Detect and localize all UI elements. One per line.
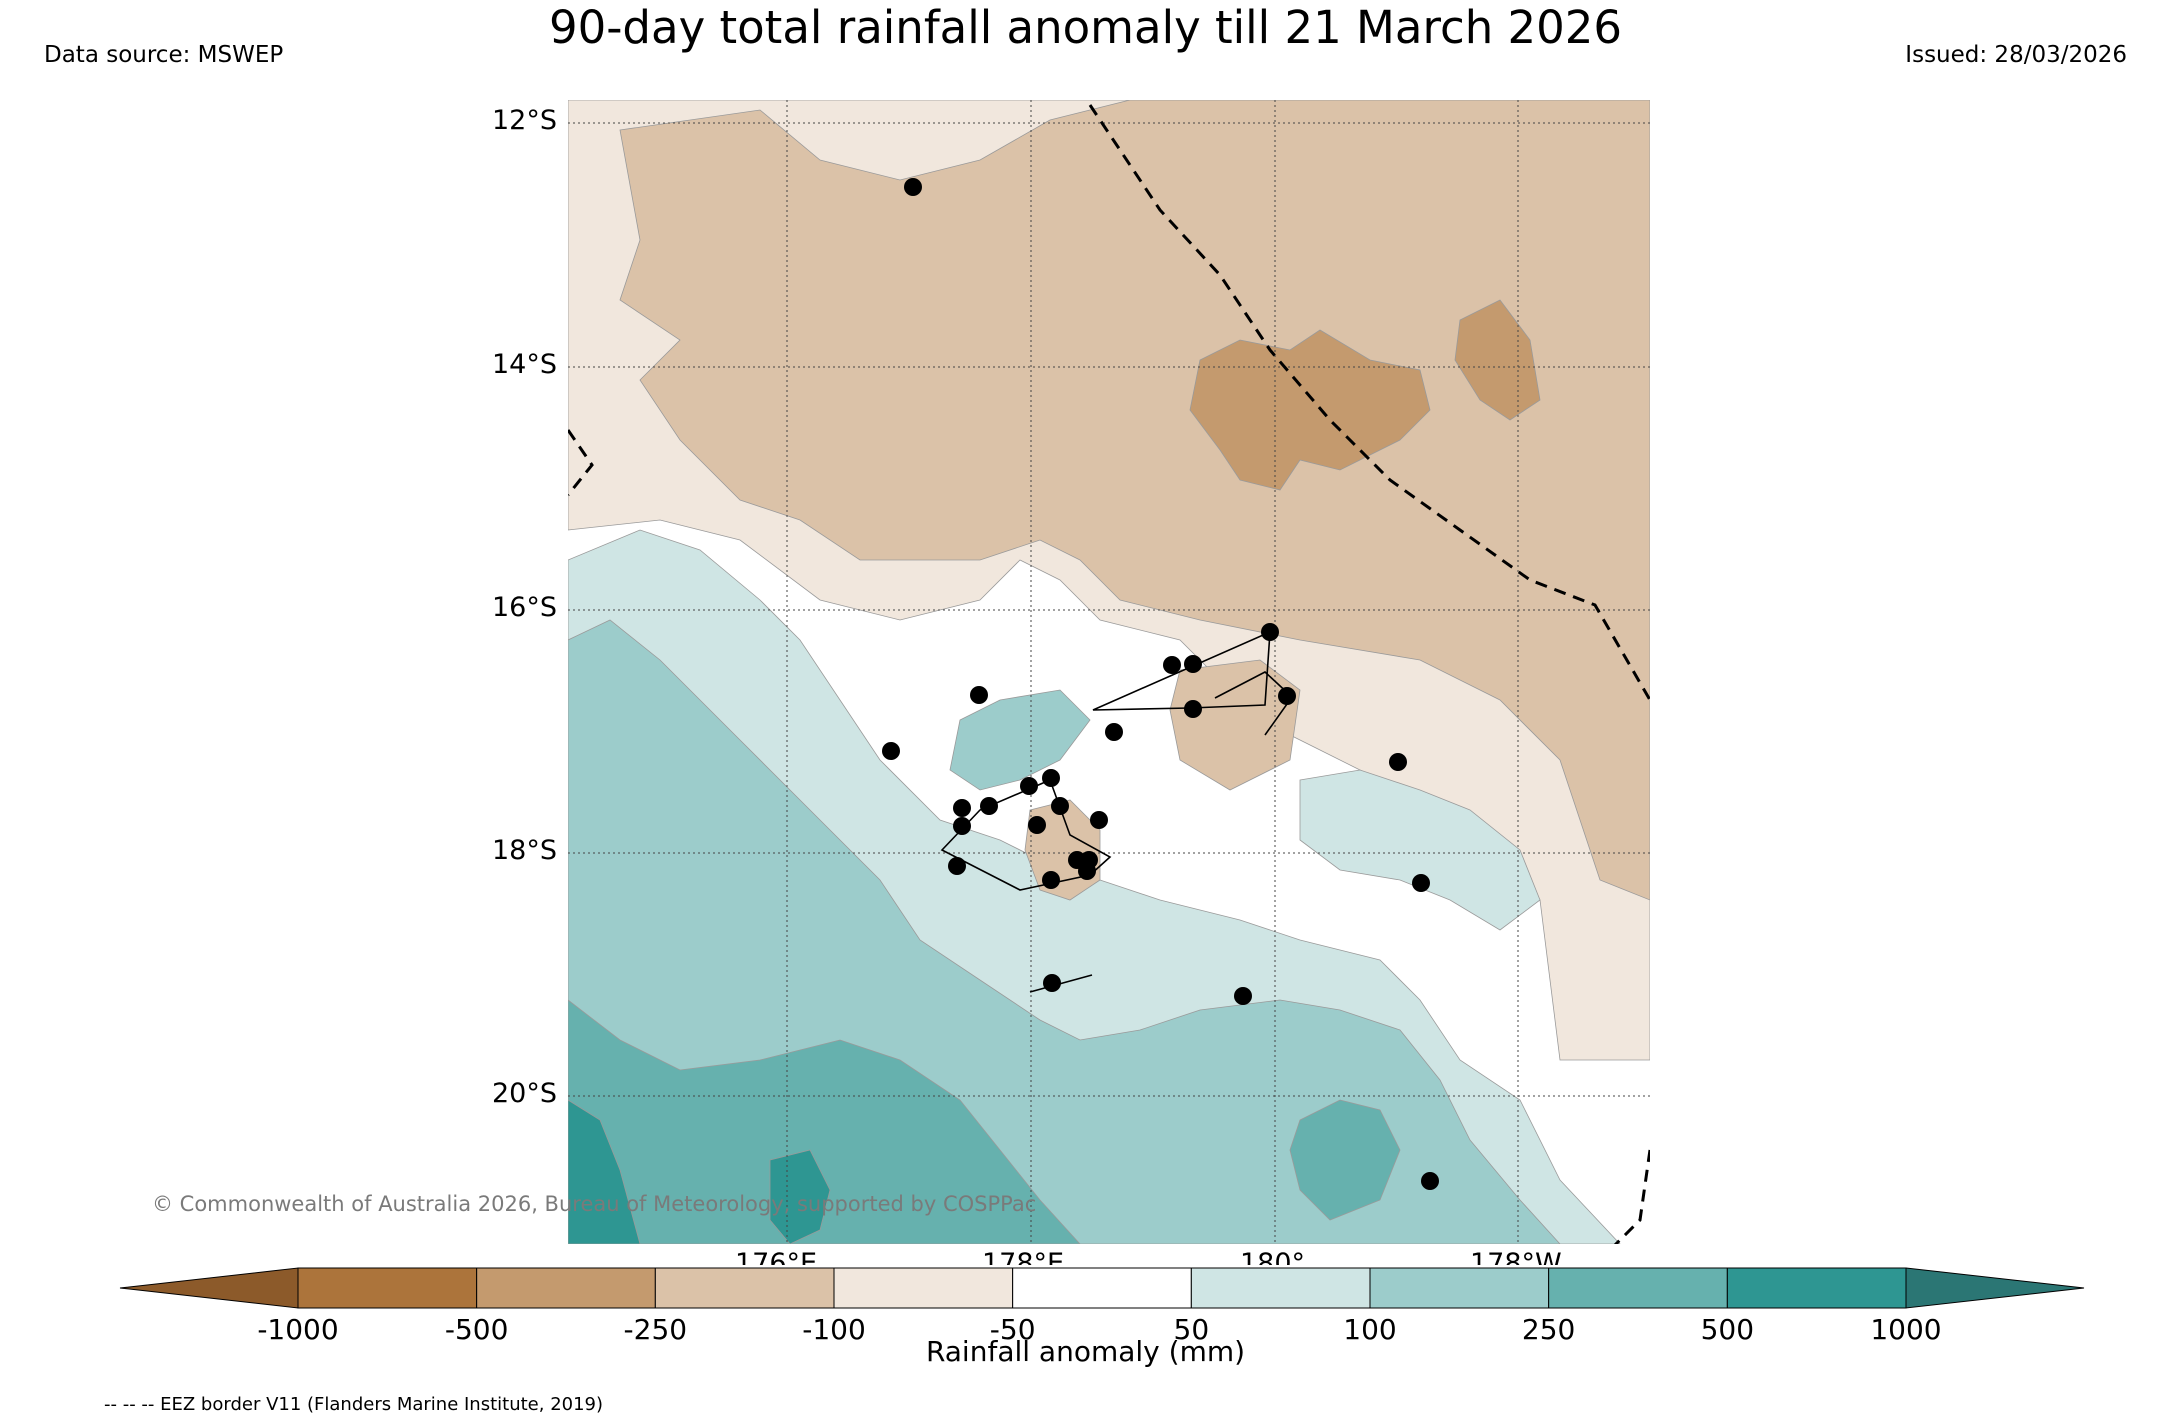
colorbar-segment [1012, 1267, 1192, 1309]
anomaly-region-strong-wet [1289, 1099, 1401, 1221]
station-marker [1028, 816, 1046, 834]
station-marker [1163, 656, 1181, 674]
longitude-label: 178°E [982, 1248, 1065, 1265]
latitude-label: 14°S [492, 349, 557, 380]
eez-border [568, 104, 1650, 1244]
station-marker [953, 799, 971, 817]
eez-legend-note: -- -- -- EEZ border V11 (Flanders Marine… [104, 1394, 604, 1415]
station-marker [948, 857, 966, 875]
station-marker [1389, 753, 1407, 771]
longitude-label: 180° [1240, 1248, 1306, 1265]
longitude-label: 178°W [1470, 1248, 1562, 1265]
station-marker [1020, 777, 1038, 795]
colorbar-segment [476, 1267, 656, 1309]
map-title: 90-day total rainfall anomaly till 21 Ma… [548, 1, 1623, 54]
colorbar-segment [654, 1267, 835, 1309]
colorbar-tick-label: 50 [1173, 1313, 1210, 1346]
station-marker [882, 742, 900, 760]
data-source-label: Data source: MSWEP [44, 42, 284, 68]
station-marker [1421, 1172, 1439, 1190]
station-marker [1261, 623, 1279, 641]
latitude-label: 12°S [492, 105, 557, 136]
latitude-label: 16°S [492, 592, 557, 623]
station-marker [1042, 871, 1060, 889]
colorbar-segment [1369, 1267, 1550, 1309]
colorbar-extend-low [119, 1267, 299, 1309]
colorbar-segment [297, 1267, 478, 1309]
station-marker [1234, 987, 1252, 1005]
station-marker [1105, 723, 1123, 741]
colorbar-segment [833, 1267, 1014, 1309]
station-marker [980, 797, 998, 815]
anomaly-region-island-dry [1169, 659, 1301, 791]
latitude-label: 18°S [492, 835, 557, 866]
colorbar-segment [1190, 1267, 1371, 1309]
anomaly-region-medium-dry [619, 100, 1650, 901]
colorbar-tick-label: -250 [623, 1313, 688, 1346]
issued-date-label: Issued: 28/03/2026 [1905, 42, 2127, 68]
colorbar [119, 1267, 2085, 1309]
station-marker [953, 817, 971, 835]
anomaly-region-dark-dry [1189, 329, 1431, 491]
colorbar-tick-label: -50 [989, 1313, 1036, 1346]
station-marker [1184, 700, 1202, 718]
longitude-label: 176°E [735, 1248, 818, 1265]
station-marker [1278, 687, 1296, 705]
colorbar-tick-label: -1000 [257, 1313, 339, 1346]
colorbar-tick-label: -500 [444, 1313, 509, 1346]
colorbar-tick-label: 250 [1521, 1313, 1576, 1346]
colorbar-tick-label: -100 [802, 1313, 866, 1346]
colorbar-tick-label: 500 [1700, 1313, 1755, 1346]
station-marker [1090, 811, 1108, 829]
graticule [568, 100, 1650, 1244]
station-marker [904, 178, 922, 196]
station-marker [1078, 862, 1096, 880]
colorbar-tick-label: 100 [1343, 1313, 1397, 1346]
map-panel [568, 100, 1650, 1244]
station-marker [1042, 769, 1060, 787]
copyright-notice: © Commonwealth of Australia 2026, Bureau… [152, 1192, 1037, 1216]
station-markers [882, 178, 1439, 1190]
anomaly-region-strong-wet [568, 999, 1081, 1244]
colorbar-tick-label: 1000 [1870, 1313, 1942, 1346]
colorbar-segment [1548, 1267, 1728, 1309]
latitude-label: 20°S [492, 1078, 557, 1109]
anomaly-region-light-wet [1299, 769, 1541, 931]
colorbar-segment [1726, 1267, 1907, 1309]
colorbar-extend-high [1905, 1267, 2085, 1309]
station-marker [1184, 655, 1202, 673]
station-marker [970, 686, 988, 704]
anomaly-region-very-wet [769, 1149, 831, 1244]
colorbar-title: Rainfall anomaly (mm) [925, 1335, 1246, 1368]
station-marker [1051, 797, 1069, 815]
station-marker [1412, 874, 1430, 892]
anomaly-region-medium-wet [949, 689, 1091, 791]
anomaly-region-very-wet [568, 1099, 641, 1244]
station-marker [1043, 974, 1061, 992]
